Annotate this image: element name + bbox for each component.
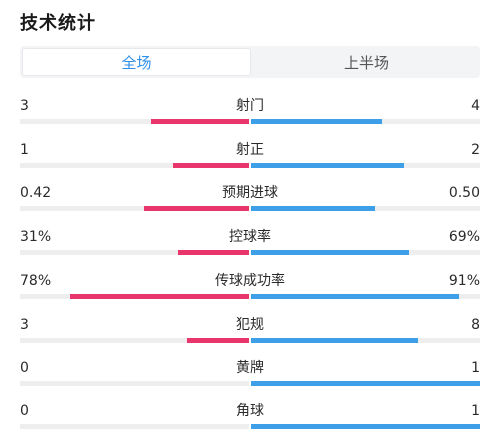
stat-row: 31% 控球率 69% (20, 228, 480, 262)
stat-row: 0.42 预期进球 0.50 (20, 184, 480, 218)
stat-label: 控球率 (229, 229, 271, 245)
stat-row: 3 犯规 8 (20, 316, 480, 350)
stat-label: 黄牌 (236, 360, 264, 376)
home-value: 78% (20, 273, 52, 289)
stat-label: 预期进球 (222, 185, 278, 201)
away-bar (251, 338, 418, 343)
away-value: 1 (471, 403, 480, 419)
away-bar (251, 119, 382, 124)
home-bar (178, 250, 249, 255)
stat-label: 射门 (236, 98, 264, 114)
away-bar (251, 294, 459, 299)
away-value: 0.50 (448, 185, 480, 201)
home-value: 3 (20, 317, 29, 333)
period-tabs: 全场 上半场 (20, 46, 480, 78)
away-bar (251, 250, 409, 255)
stat-row: 0 角球 1 (20, 402, 480, 436)
tab-full-match[interactable]: 全场 (22, 48, 251, 76)
home-bar (187, 338, 249, 343)
away-bar (251, 381, 480, 386)
stat-label: 犯规 (236, 317, 264, 333)
away-value: 91% (448, 273, 480, 289)
away-value: 4 (471, 98, 480, 114)
home-track (20, 163, 249, 168)
page-title: 技术统计 (20, 13, 96, 34)
stat-row: 3 射门 4 (20, 97, 480, 131)
home-bar (70, 294, 249, 299)
home-track (20, 250, 249, 255)
away-value: 2 (471, 142, 480, 158)
home-value: 0 (20, 360, 29, 376)
away-bar (251, 424, 480, 429)
stat-label: 角球 (236, 403, 264, 419)
home-track (20, 424, 249, 429)
home-track (20, 206, 249, 211)
home-bar (173, 163, 249, 168)
home-bar (151, 119, 249, 124)
away-value: 69% (448, 229, 480, 245)
away-bar (251, 206, 375, 211)
home-value: 3 (20, 98, 29, 114)
away-value: 8 (471, 317, 480, 333)
home-value: 0.42 (20, 185, 52, 201)
away-bar (251, 163, 404, 168)
home-track (20, 119, 249, 124)
stat-row: 78% 传球成功率 91% (20, 272, 480, 306)
stat-label: 射正 (236, 142, 264, 158)
stat-row: 0 黄牌 1 (20, 359, 480, 393)
home-track (20, 338, 249, 343)
away-value: 1 (471, 360, 480, 376)
home-value: 31% (20, 229, 52, 245)
stat-label: 传球成功率 (215, 273, 285, 289)
home-bar (144, 206, 249, 211)
home-value: 0 (20, 403, 29, 419)
home-track (20, 381, 249, 386)
stat-row: 1 射正 2 (20, 141, 480, 175)
home-value: 1 (20, 142, 29, 158)
tab-first-half[interactable]: 上半场 (343, 53, 389, 72)
